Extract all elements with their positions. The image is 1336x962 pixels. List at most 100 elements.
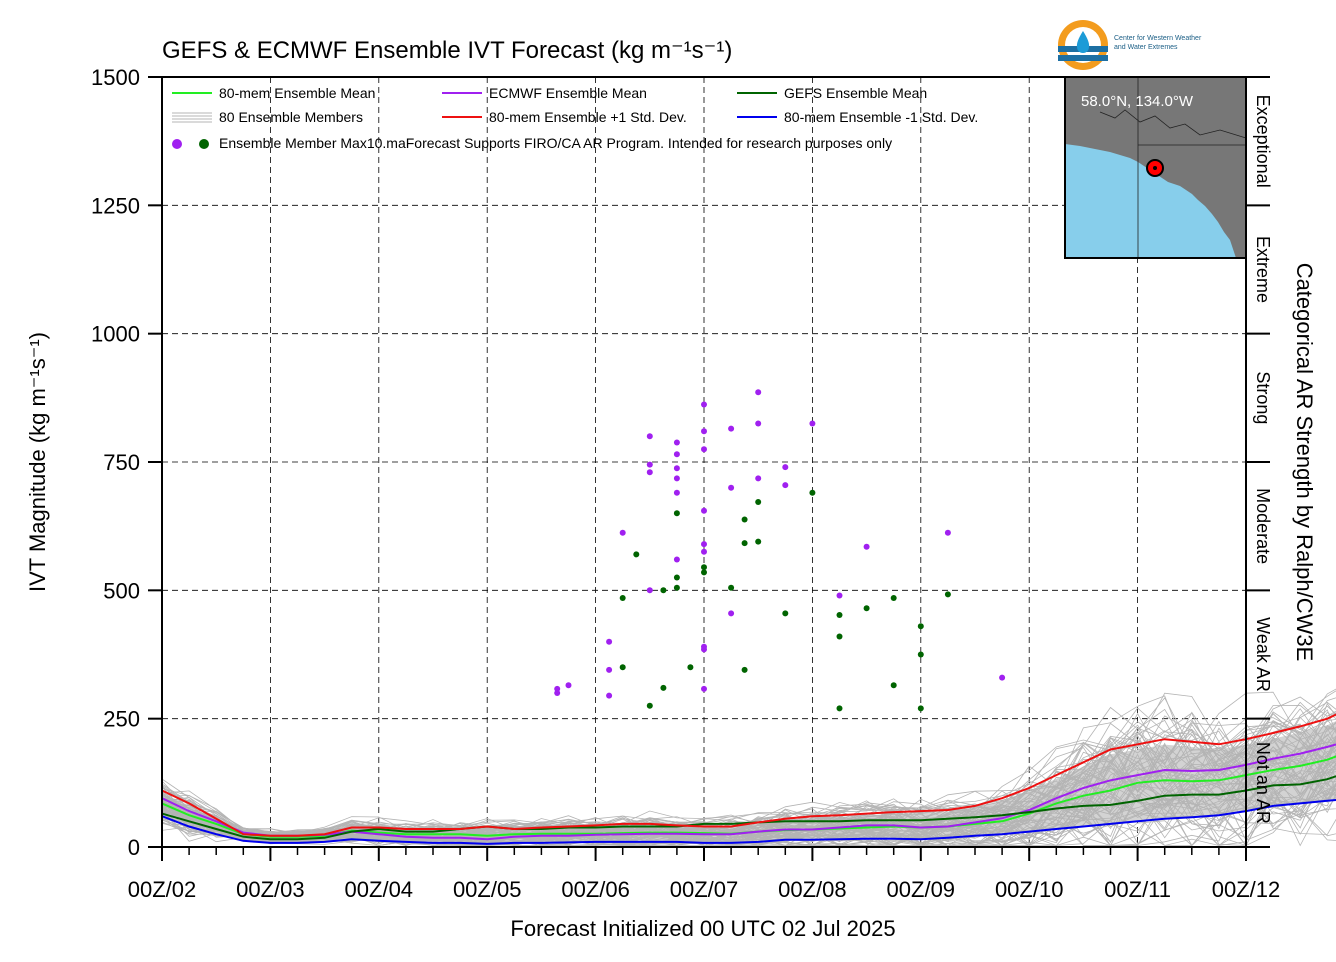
member-max-point <box>917 705 924 712</box>
member-max-point <box>701 569 707 576</box>
y-tick-label: 500 <box>103 578 140 603</box>
x-tick-label: 00Z/10 <box>995 877 1064 902</box>
logo-line-1: Center for Western Weather <box>1114 35 1202 42</box>
member-max-point <box>646 469 653 476</box>
member-max-point <box>782 464 789 471</box>
member-max-point <box>863 543 870 550</box>
member-max-point <box>554 690 561 696</box>
member-max-point <box>673 510 680 517</box>
member-max-point <box>701 685 707 692</box>
member-line <box>161 771 1336 845</box>
member-max-point <box>741 540 748 547</box>
member-max-points <box>554 389 1006 712</box>
x-tick-label: 00Z/08 <box>778 877 847 902</box>
series-line <box>161 713 1336 837</box>
member-max-point <box>606 666 613 673</box>
member-line <box>161 761 1336 846</box>
member-max-point <box>660 684 667 691</box>
right-category-axis: Not an AR Weak AR Moderate Strong Extreme Exc… <box>1246 76 1273 848</box>
chart-title: GEFS & ECMWF Ensemble IVT Forecast (kg m… <box>162 37 732 64</box>
member-line <box>161 697 1336 837</box>
member-max-point <box>701 428 707 435</box>
inset-coords: 58.0°N, 134.0°W <box>1081 93 1194 110</box>
legend-label-plus1: 80-mem Ensemble +1 Std. Dev. <box>489 109 687 125</box>
member-line <box>161 713 1336 840</box>
series-lines <box>161 713 1336 845</box>
legend-dot-gefs <box>199 139 209 149</box>
member-max-point <box>701 548 707 555</box>
logo-line-2: and Water Extremes <box>1114 44 1178 51</box>
member-max-point <box>673 439 680 446</box>
x-axis-label: Forecast Initialized 00 UTC 02 Jul 2025 <box>510 916 895 941</box>
legend-label-ecmwf: ECMWF Ensemble Mean <box>489 85 647 101</box>
category-label: Strong <box>1253 371 1273 424</box>
member-max-point <box>890 595 897 601</box>
member-max-point <box>619 664 626 671</box>
member-max-point <box>755 389 762 396</box>
member-max-point <box>701 541 707 548</box>
y-tick-label: 1000 <box>91 322 140 347</box>
member-line <box>161 711 1336 839</box>
member-max-point <box>755 475 762 482</box>
x-axis: 00Z/02 00Z/03 00Z/04 00Z/05 00Z/06 00Z/07 00Z/… <box>128 847 1280 902</box>
member-max-point <box>701 446 707 453</box>
member-max-point <box>687 664 694 671</box>
member-max-point <box>673 465 680 472</box>
member-max-point <box>863 605 870 612</box>
member-line <box>161 736 1336 835</box>
member-max-point <box>782 482 789 489</box>
member-max-point <box>728 610 735 617</box>
member-max-point <box>741 666 748 673</box>
member-line <box>161 695 1336 836</box>
right-axis-title: Categorical AR Strength by Ralph/CW3E <box>1292 263 1317 662</box>
member-line <box>161 690 1336 835</box>
inset-map: 58.0°N, 134.0°W <box>1064 76 1247 259</box>
water-drop-sun-icon <box>1058 20 1108 70</box>
x-tick-label: 00Z/09 <box>887 877 956 902</box>
member-line <box>161 706 1336 837</box>
legend-dot-ecmwf <box>172 139 182 149</box>
member-max-point <box>701 507 707 514</box>
legend-label-members: 80 Ensemble Members <box>219 109 363 125</box>
member-max-point <box>660 587 667 594</box>
member-max-point <box>809 489 816 496</box>
member-line <box>161 736 1336 843</box>
x-tick-label: 00Z/05 <box>453 877 522 902</box>
member-max-point <box>646 587 653 594</box>
member-max-point <box>999 674 1006 681</box>
member-max-point <box>701 646 707 653</box>
member-max-point <box>836 612 843 618</box>
member-max-point <box>944 591 951 598</box>
legend-label-max: Ensemble Member Max10.maForecast Support… <box>219 135 892 151</box>
member-max-point <box>755 538 762 545</box>
member-max-point <box>673 574 680 581</box>
member-max-point <box>673 556 680 563</box>
member-line <box>161 773 1336 847</box>
member-max-point <box>673 475 680 482</box>
member-max-point <box>554 685 561 692</box>
x-tick-label: 00Z/02 <box>128 877 197 902</box>
member-max-point <box>701 564 707 571</box>
x-tick-label: 00Z/03 <box>236 877 305 902</box>
member-max-point <box>728 484 735 491</box>
member-max-point <box>565 682 572 689</box>
member-max-point <box>606 692 613 699</box>
cw3e-logo: Center for Western Weather and Water Ext… <box>1058 20 1202 70</box>
member-max-point <box>755 420 762 427</box>
member-max-point <box>646 702 653 709</box>
category-label: Moderate <box>1253 488 1273 564</box>
member-max-point <box>728 425 735 432</box>
legend-label-minus1: 80-mem Ensemble -1 Std. Dev. <box>784 109 978 125</box>
member-line <box>161 725 1336 836</box>
legend-label-mean80: 80-mem Ensemble Mean <box>219 85 375 101</box>
x-tick-label: 00Z/06 <box>561 877 630 902</box>
member-max-point <box>606 638 613 645</box>
member-max-point <box>633 551 640 558</box>
member-max-point <box>619 529 626 536</box>
member-max-point <box>917 623 924 630</box>
y-tick-label: 1250 <box>91 193 140 218</box>
y-tick-label: 1500 <box>91 65 140 90</box>
member-max-point <box>917 651 924 658</box>
category-label: Extreme <box>1253 236 1273 303</box>
y-tick-label: 250 <box>103 707 140 732</box>
